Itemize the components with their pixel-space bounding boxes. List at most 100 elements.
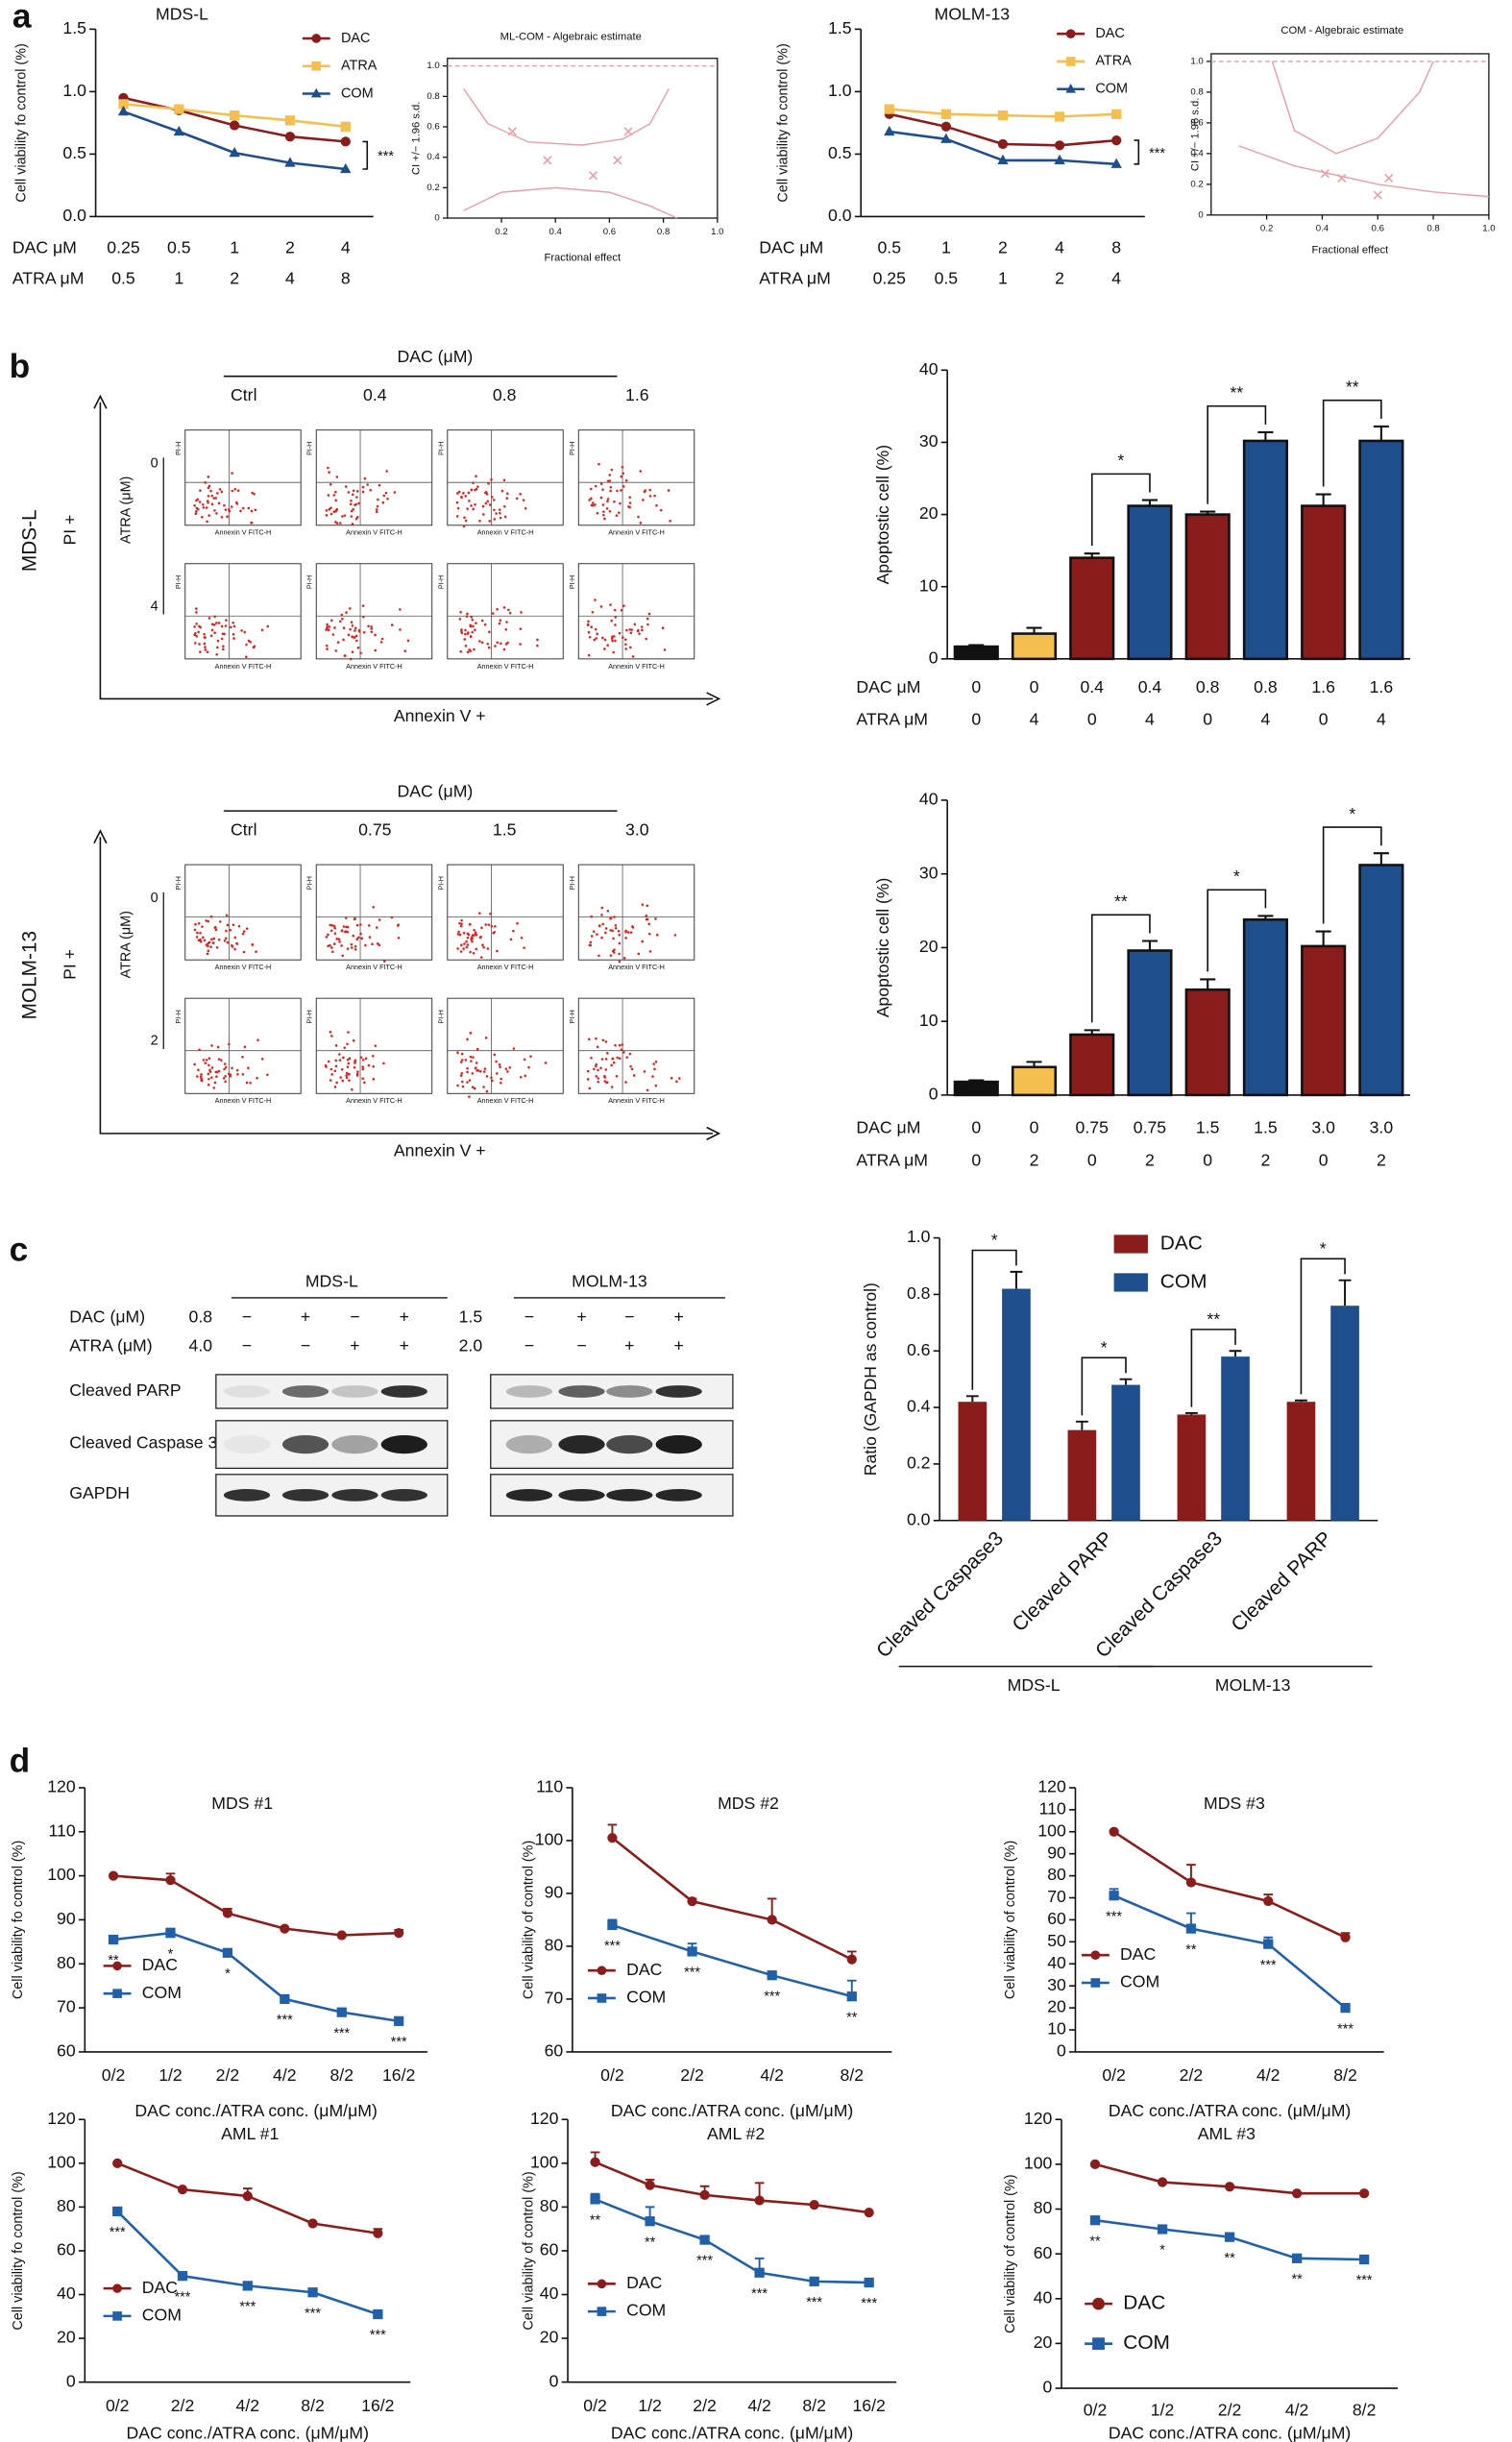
flow-dot (397, 923, 400, 926)
flow-dot (468, 500, 471, 502)
flow-dot (352, 493, 354, 497)
flow-dot (460, 629, 463, 633)
flow-dot (482, 513, 485, 516)
flow-dot (502, 647, 506, 651)
flow-dot (266, 1073, 269, 1077)
y-axis-label: Cell viability of control (%) (522, 1841, 537, 1999)
flow-dot (361, 1059, 365, 1062)
flow-dot (609, 916, 612, 920)
x-tick-label: 2 (1055, 269, 1064, 288)
significance: *** (696, 2254, 713, 2269)
flow-dot (608, 509, 612, 513)
flow-dot (618, 631, 622, 635)
flow-dot (524, 1074, 527, 1078)
x-tick-label: 4/2 (1285, 2401, 1309, 2420)
flow-dot (196, 931, 199, 935)
flow-dot (471, 630, 474, 634)
legend-swatch (1113, 1273, 1148, 1292)
flow-dot (593, 638, 597, 642)
flow-dot (210, 502, 214, 506)
flow-dot (610, 619, 613, 623)
marker (1089, 2215, 1101, 2226)
flow-dot (636, 629, 640, 632)
flow-dot (202, 502, 205, 506)
blot-band (606, 1488, 653, 1502)
flow-dot (194, 632, 197, 635)
flow-dot (266, 624, 270, 628)
flow-dot (325, 514, 329, 517)
flow-dot (523, 946, 525, 949)
ci-bound (1238, 145, 1489, 198)
series-line (1112, 1830, 1347, 1939)
flow-dot (335, 476, 339, 478)
blot-sign: − (576, 1336, 586, 1355)
marker (607, 1833, 618, 1844)
marker (222, 1908, 233, 1918)
flow-dot (384, 491, 388, 495)
panel-label: c (10, 1231, 29, 1268)
flow-dot (509, 938, 513, 941)
flow-dot (349, 607, 352, 610)
error-bar (1373, 425, 1389, 441)
flow-dot (216, 646, 219, 649)
flow-dot (224, 1065, 228, 1069)
flow-plot-y-label: PI-H (568, 876, 576, 890)
flow-dot (481, 943, 484, 946)
flow-dot (604, 931, 607, 935)
flow-dot (219, 920, 222, 923)
marker (284, 115, 296, 126)
flow-dot (207, 1057, 211, 1060)
flow-dot (334, 1059, 338, 1062)
flow-dot (380, 637, 384, 641)
flow-dot (362, 630, 366, 634)
bar (1184, 513, 1231, 661)
flow-cell-line: MDS-L (19, 509, 41, 572)
flow-dot (465, 945, 469, 949)
flow-dot (399, 608, 402, 611)
flow-column: 0.8 (493, 385, 517, 404)
flow-dot (228, 1042, 231, 1046)
flow-dot (506, 1070, 509, 1073)
flow-dot (338, 940, 341, 943)
flow-dot (345, 611, 348, 614)
x-row-name: DAC μM (856, 1118, 920, 1137)
flow-dot (622, 472, 624, 476)
flow-dot (618, 1043, 622, 1047)
flow-dot (618, 933, 622, 937)
x-tick-label: 2/2 (1218, 2401, 1242, 2420)
flow-dot (645, 914, 648, 917)
y-tick-label: 40 (540, 2283, 559, 2303)
blot-row-label: Cleaved PARP (69, 1380, 181, 1400)
x-tick-label: 0.75 (1134, 1118, 1167, 1137)
flow-dot (256, 1038, 259, 1041)
flow-dot (466, 1081, 469, 1084)
flow-dot (480, 619, 484, 623)
flow-dot (240, 629, 243, 632)
y-tick-label: 0.6 (1190, 117, 1203, 128)
x-tick-label: 0.8 (1254, 677, 1278, 696)
flow-dot (374, 648, 378, 652)
flow-dot (350, 509, 354, 513)
legend-label: COM (1123, 2332, 1170, 2354)
flow-dot (589, 940, 593, 944)
flow-dot (340, 929, 344, 933)
flow-dot (375, 510, 378, 514)
x-tick-label: 0 (971, 1150, 981, 1169)
flow-dot (206, 952, 209, 956)
flow-dot (471, 1086, 475, 1088)
flow-dot (606, 909, 610, 913)
flow-dot (333, 1069, 337, 1073)
y-tick-label: 0.4 (427, 152, 440, 162)
flow-dot (217, 938, 221, 941)
flow-dot (496, 607, 499, 611)
blot-band (505, 1488, 552, 1502)
flow-dot (354, 502, 357, 506)
flow-dot (327, 933, 329, 937)
marker (1157, 2177, 1168, 2187)
flow-dot (595, 1037, 597, 1040)
y-tick-label: 1.5 (62, 18, 86, 37)
flow-dot (651, 1075, 654, 1078)
flow-dot (621, 466, 624, 469)
flow-dot (472, 624, 475, 628)
bracket (1207, 404, 1267, 504)
